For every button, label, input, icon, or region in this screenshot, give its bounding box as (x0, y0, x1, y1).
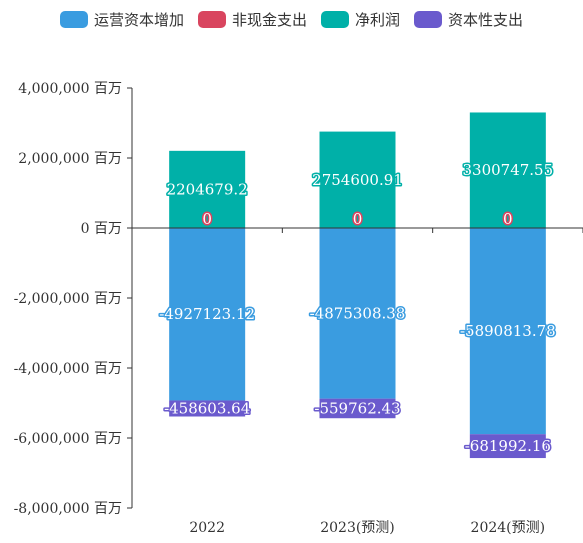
x-tick-label: 2023(预测) (320, 520, 395, 536)
legend-item-3[interactable]: 资本性支出 (414, 9, 523, 30)
legend-label: 非现金支出 (231, 10, 307, 29)
y-tick-label: 2,000,000 百万 (18, 151, 122, 167)
bar-value-label: -458603.64 (164, 399, 250, 417)
bar-segment[interactable] (169, 228, 246, 401)
y-tick-label: -4,000,000 百万 (14, 361, 122, 377)
bar-value-label: 2204679.2 (167, 180, 248, 198)
legend-label: 资本性支出 (448, 10, 524, 29)
bar-value-label: -5890813.78 (460, 322, 556, 340)
bar-value-label: 0 (503, 210, 513, 228)
bar-value-label: 0 (353, 210, 363, 228)
bar-segment[interactable] (469, 228, 546, 435)
bar-segment[interactable] (319, 398, 396, 419)
legend-swatch-icon (59, 10, 88, 28)
bar-value-label: 2754600.91 (312, 171, 403, 189)
legend-label: 运营资本增加 (93, 10, 184, 29)
legend-swatch-icon (414, 10, 443, 28)
y-tick-label: 0 百万 (81, 221, 122, 237)
legend-swatch-icon (321, 10, 349, 28)
x-tick-label: 2024(预测) (471, 520, 546, 536)
bar-value-label: -559762.43 (314, 399, 400, 417)
bar-segment[interactable] (169, 400, 246, 417)
chart-data-labels: -4927123.12 0 2204679.2 -458603.64 -4875308.… (158, 160, 557, 457)
x-tick-label: 2022 (189, 520, 225, 536)
bar-segment[interactable] (319, 131, 396, 228)
y-tick-label: 4,000,000 百万 (18, 81, 122, 97)
legend-label: 净利润 (355, 10, 401, 29)
legend-item-1[interactable]: 非现金支出 (197, 9, 307, 30)
bar-value-label: 3300747.55 (462, 161, 553, 179)
y-tick-label: -6,000,000 百万 (14, 431, 122, 447)
bar-value-label: 0 (202, 210, 212, 228)
legend-item-2[interactable]: 净利润 (321, 9, 400, 30)
y-tick-label: -2,000,000 百万 (14, 291, 122, 307)
bar-segment[interactable] (169, 150, 246, 228)
legend-swatch-icon (197, 10, 226, 28)
y-tick-label: -8,000,000 百万 (14, 501, 122, 517)
bar-value-label: -681992.16 (465, 437, 551, 455)
bar-segment[interactable] (469, 112, 546, 228)
legend-item-0[interactable]: 运营资本增加 (59, 9, 184, 30)
chart-bars (169, 112, 546, 459)
bar-value-label: -4875308.38 (310, 304, 406, 322)
bar-segment[interactable] (469, 434, 546, 459)
chart-axes: 4,000,000 百万 2,000,000 百万 0 百万 -2,000,000 百… (14, 81, 583, 536)
bar-value-label: -4927123.12 (159, 305, 255, 323)
chart-legend: 运营资本增加 非现金支出 净利润 资本性支出 (0, 6, 583, 32)
bar-segment[interactable] (319, 228, 396, 399)
